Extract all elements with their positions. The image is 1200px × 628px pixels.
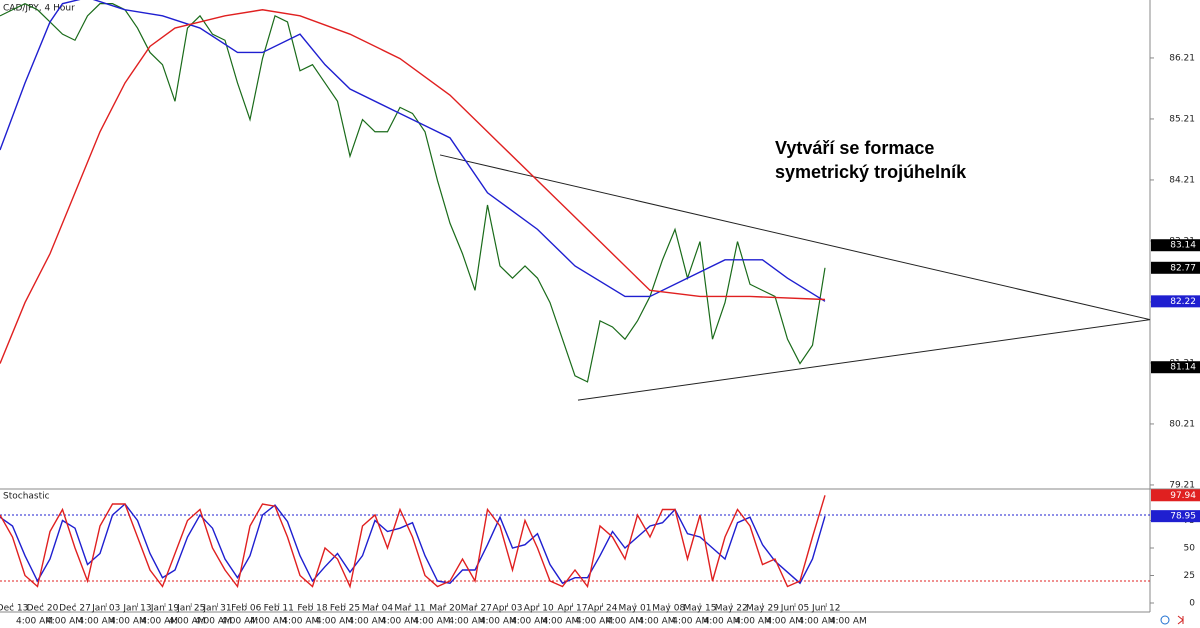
toolbar-icons[interactable]	[1160, 615, 1184, 625]
price-badge	[1151, 239, 1200, 252]
x-tick-label: Feb 25	[330, 604, 360, 614]
time-label: 4:00 AM	[16, 617, 53, 627]
y-tick-label: 79.21	[1169, 480, 1195, 490]
x-tick-label: Apr 24	[588, 604, 618, 614]
x-tick-label: Jan 25	[176, 604, 205, 614]
y-tick-label: 85.21	[1169, 114, 1195, 124]
x-tick-label: Dec 27	[59, 604, 91, 614]
price-badge	[1151, 261, 1200, 274]
time-label: 4:00 AM	[511, 617, 548, 627]
x-tick-label: May 08	[652, 604, 685, 614]
indicator-label: Stochastic	[3, 492, 50, 502]
price-badge-label: 81.14	[1170, 363, 1196, 373]
x-tick-label: Mar 11	[394, 604, 425, 614]
time-label: 4:00 AM	[110, 617, 147, 627]
time-label: 4:00 AM	[830, 617, 867, 627]
x-tick-label: May 15	[684, 604, 717, 614]
price-badge	[1151, 510, 1200, 523]
time-label: 4:00 AM	[250, 617, 287, 627]
time-label: 4:00 AM	[449, 617, 486, 627]
y-tick-label: 25	[1184, 571, 1195, 581]
time-label: 4:00 AM	[799, 617, 836, 627]
series-line	[0, 502, 826, 585]
time-label: 4:00 AM	[639, 617, 676, 627]
annotation: symetrický trojúhelník	[775, 162, 967, 182]
time-label: 4:00 AM	[79, 617, 116, 627]
price-badge	[1151, 361, 1200, 374]
x-tick-label: Feb 18	[297, 604, 328, 614]
time-label: 4:00 AM	[195, 617, 232, 627]
time-label: 4:00 AM	[141, 617, 178, 627]
time-label: 4:00 AM	[542, 617, 579, 627]
icon[interactable]	[1160, 615, 1170, 625]
price-badge-label: 78.95	[1170, 512, 1196, 522]
time-label: 4:00 AM	[766, 617, 803, 627]
x-tick-label: Jun 12	[811, 604, 840, 614]
x-tick-label: Jun 05	[780, 604, 809, 614]
time-label: 4:00 AM	[414, 617, 451, 627]
y-tick-label: 50	[1184, 544, 1196, 554]
series-line	[0, 0, 826, 302]
x-tick-label: Feb 11	[264, 604, 294, 614]
time-label: 4:00 AM	[169, 617, 206, 627]
time-label: 4:00 AM	[735, 617, 772, 627]
time-label: 4:00 AM	[606, 617, 643, 627]
symbol-label: CAD/JPY, 4 Hour	[3, 4, 75, 14]
icon[interactable]	[1177, 615, 1184, 625]
series-line	[439, 154, 1151, 321]
price-badge-label: 83.14	[1170, 241, 1196, 251]
x-tick-label: Apr 17	[558, 604, 588, 614]
time-label: 4:00 AM	[282, 617, 319, 627]
series-line	[0, 495, 826, 589]
y-tick-label: 84.21	[1169, 175, 1195, 185]
series-line	[0, 9, 826, 364]
x-tick-label: Apr 03	[493, 604, 523, 614]
y-tick-label: 80.21	[1169, 419, 1195, 429]
x-tick-label: Mar 04	[362, 604, 394, 614]
x-tick-label: Dec 20	[27, 604, 59, 614]
x-tick-label: Feb 06	[231, 604, 262, 614]
price-badge-label: 82.22	[1170, 297, 1196, 307]
x-tick-label: Dec 13	[0, 604, 28, 614]
x-tick-label: May 29	[746, 604, 779, 614]
x-tick-label: Mar 27	[461, 604, 492, 614]
x-tick-label: Mar 20	[429, 604, 461, 614]
time-label: 4:00 AM	[221, 617, 258, 627]
time-label: 4:00 AM	[672, 617, 709, 627]
time-label: 4:00 AM	[480, 617, 517, 627]
time-label: 4:00 AM	[381, 617, 418, 627]
annotation: Vytváří se formace	[775, 138, 934, 158]
price-badge	[1151, 295, 1200, 308]
price-badge	[1151, 489, 1200, 502]
price-badge-label: 82.77	[1170, 263, 1196, 273]
time-label: 4:00 AM	[704, 617, 741, 627]
price-badge-label: 97.94	[1170, 491, 1196, 501]
y-tick-label: 86.21	[1169, 53, 1195, 63]
x-tick-label: Jan 31	[202, 604, 231, 614]
x-tick-label: May 22	[715, 604, 748, 614]
time-label: 4:00 AM	[576, 617, 613, 627]
x-tick-label: May 01	[619, 604, 652, 614]
x-tick-label: Apr 10	[524, 604, 554, 614]
time-label: 4:00 AM	[46, 617, 83, 627]
y-tick-label: 0	[1189, 599, 1195, 609]
x-tick-label: Jan 13	[122, 604, 151, 614]
series-line	[577, 319, 1151, 401]
x-tick-label: Jan 03	[91, 604, 120, 614]
time-label: 4:00 AM	[349, 617, 386, 627]
time-label: 4:00 AM	[316, 617, 353, 627]
x-tick-label: Jan 19	[150, 604, 179, 614]
